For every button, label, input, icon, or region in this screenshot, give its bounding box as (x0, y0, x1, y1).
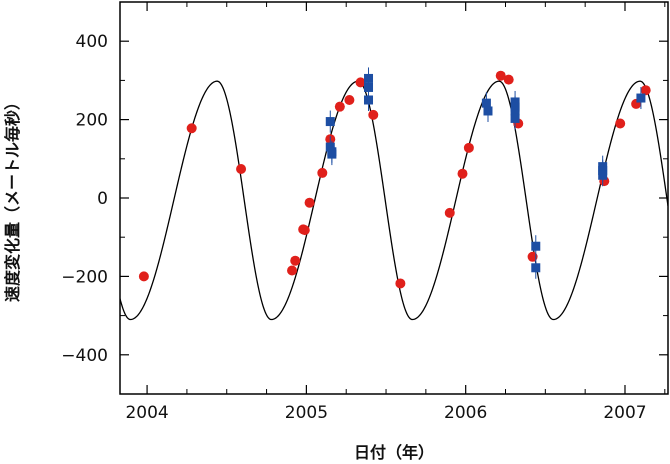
x-tick-label: 2006 (444, 403, 487, 423)
x-tick-label: 2004 (125, 403, 168, 423)
red-data-point (138, 271, 149, 282)
blue-data-point (325, 142, 335, 152)
model-curve (120, 80, 668, 321)
blue-data-point (531, 241, 541, 251)
red-data-point (503, 74, 514, 85)
blue-data-point (325, 117, 335, 127)
red-data-point (463, 142, 474, 153)
blue-data-point (364, 95, 374, 105)
y-tick-label: −200 (61, 267, 108, 287)
blue-data-point (483, 106, 493, 116)
red-data-point (615, 118, 626, 129)
red-data-point (640, 85, 651, 96)
red-data-point (444, 207, 455, 218)
model-curve-layer (120, 80, 668, 321)
red-data-point (395, 278, 406, 289)
blue-data-point (364, 82, 374, 92)
red-data-point (186, 123, 197, 134)
red-data-point (299, 225, 310, 236)
red-data-point (287, 265, 298, 276)
red-data-point (334, 101, 345, 112)
blue-data-point (636, 93, 646, 103)
red-data-point (527, 251, 538, 262)
red-data-point (236, 163, 247, 174)
red-data-point (304, 197, 315, 208)
red-data-point (355, 77, 366, 88)
y-tick-label: 200 (76, 111, 108, 131)
red-data-point (457, 168, 468, 179)
x-axis-ticks: 2004 2005 2006 2007 (125, 2, 666, 423)
y-tick-label: 400 (76, 32, 108, 52)
plot-frame (119, 1, 669, 395)
data-points-layer (138, 67, 651, 289)
red-data-point (344, 95, 355, 105)
red-data-point (495, 70, 506, 81)
red-data-point (317, 167, 328, 178)
y-axis-ticks: −400 −200 0 200 400 (61, 1, 668, 395)
blue-data-point (598, 170, 608, 180)
y-tick-label: −400 (61, 346, 108, 366)
y-tick-label: 0 (97, 189, 108, 209)
x-tick-label: 2007 (603, 403, 646, 423)
y-axis-title: 速度変化量（メートル毎秒） (3, 94, 22, 302)
x-tick-label: 2005 (285, 403, 328, 423)
x-axis-title: 日付（年） (354, 443, 434, 462)
blue-data-point (327, 147, 337, 157)
blue-data-point (481, 98, 491, 108)
red-data-point (290, 255, 301, 266)
blue-data-point (510, 113, 520, 123)
red-data-point (368, 109, 379, 120)
blue-data-point (531, 263, 541, 273)
